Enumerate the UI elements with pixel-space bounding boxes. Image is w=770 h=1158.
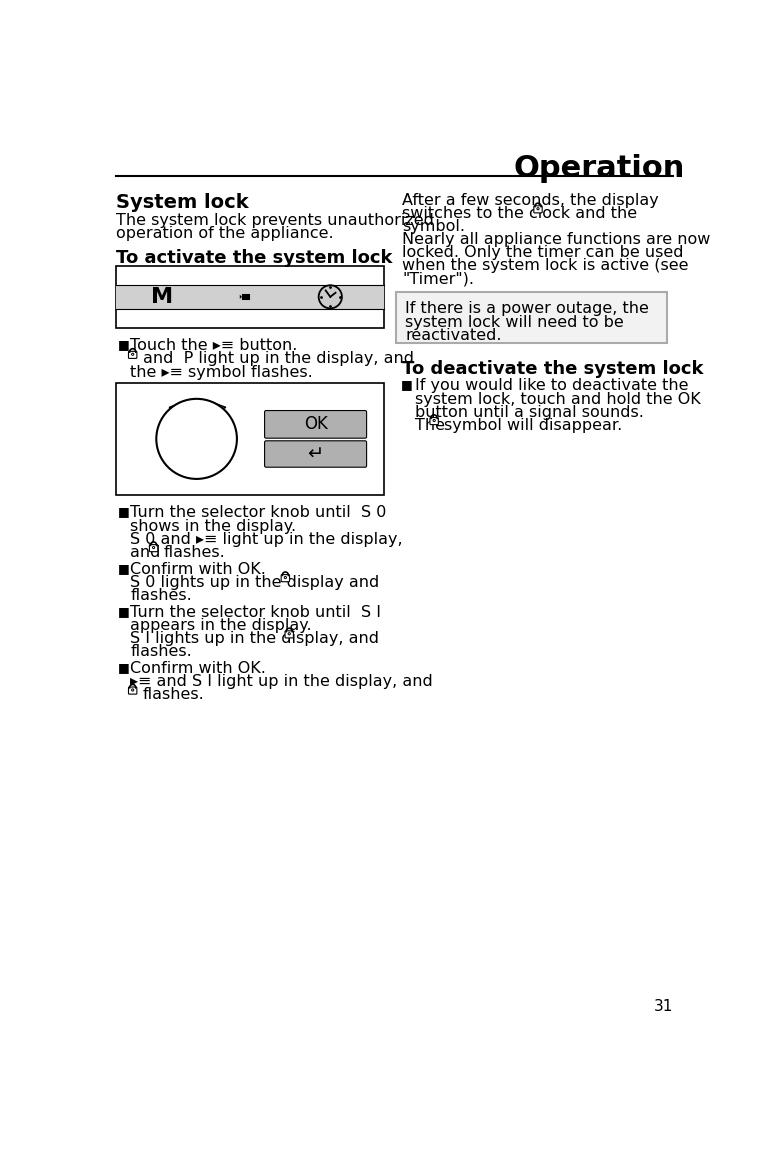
Text: reactivated.: reactivated. xyxy=(406,328,502,343)
Text: switches to the clock and the: switches to the clock and the xyxy=(403,206,643,221)
Text: S I lights up in the display, and: S I lights up in the display, and xyxy=(130,631,384,646)
Circle shape xyxy=(284,577,286,579)
Text: 31: 31 xyxy=(654,998,673,1013)
Text: appears in the display.: appears in the display. xyxy=(130,618,312,633)
FancyBboxPatch shape xyxy=(430,418,438,425)
FancyBboxPatch shape xyxy=(265,411,367,438)
Text: "Timer").: "Timer"). xyxy=(403,271,474,286)
Text: shows in the display.: shows in the display. xyxy=(130,519,296,534)
Text: ■: ■ xyxy=(118,604,129,618)
Text: System lock: System lock xyxy=(116,193,249,212)
Text: symbol will disappear.: symbol will disappear. xyxy=(444,418,622,433)
Text: The: The xyxy=(415,418,450,433)
Circle shape xyxy=(132,689,134,691)
Text: Nearly all appliance functions are now: Nearly all appliance functions are now xyxy=(403,232,711,247)
Text: flashes.: flashes. xyxy=(130,588,192,603)
Text: ■: ■ xyxy=(118,562,129,574)
Circle shape xyxy=(288,632,290,635)
Text: and  P light up in the display, and: and P light up in the display, and xyxy=(142,352,413,366)
Text: If there is a power outage, the: If there is a power outage, the xyxy=(406,301,649,316)
Text: Confirm with OK.: Confirm with OK. xyxy=(130,661,266,676)
Text: locked. Only the timer can be used: locked. Only the timer can be used xyxy=(403,245,684,261)
Text: >: > xyxy=(213,400,227,417)
Bar xyxy=(397,292,668,343)
Circle shape xyxy=(319,285,342,308)
Text: ■: ■ xyxy=(118,661,129,674)
Text: M: M xyxy=(151,287,173,307)
Circle shape xyxy=(433,419,435,422)
Bar xyxy=(116,285,383,308)
FancyBboxPatch shape xyxy=(129,687,137,694)
FancyBboxPatch shape xyxy=(129,351,137,359)
Text: Operation: Operation xyxy=(514,154,685,183)
FancyBboxPatch shape xyxy=(285,631,293,638)
Text: Turn the selector knob until  S 0: Turn the selector knob until S 0 xyxy=(130,506,387,520)
FancyBboxPatch shape xyxy=(534,206,542,213)
Text: ▸≡ and S I light up in the display, and: ▸≡ and S I light up in the display, and xyxy=(130,674,433,689)
Text: ■: ■ xyxy=(118,338,129,351)
Text: operation of the appliance.: operation of the appliance. xyxy=(116,226,334,241)
Bar xyxy=(116,383,383,494)
Polygon shape xyxy=(239,294,242,299)
Text: ↵: ↵ xyxy=(307,445,323,463)
FancyBboxPatch shape xyxy=(281,574,290,581)
Text: button until a signal sounds.: button until a signal sounds. xyxy=(415,404,644,419)
Text: flashes.: flashes. xyxy=(142,687,205,702)
FancyBboxPatch shape xyxy=(265,441,367,467)
Text: Confirm with OK.: Confirm with OK. xyxy=(130,562,266,577)
FancyBboxPatch shape xyxy=(149,544,158,551)
Text: flashes.: flashes. xyxy=(164,544,226,559)
Text: system lock, touch and hold the OK: system lock, touch and hold the OK xyxy=(415,391,701,406)
Text: symbol.: symbol. xyxy=(403,219,465,234)
Text: ■: ■ xyxy=(401,379,413,391)
Bar xyxy=(116,266,383,328)
Text: when the system lock is active (see: when the system lock is active (see xyxy=(403,258,689,273)
Circle shape xyxy=(537,207,539,210)
Text: To activate the system lock: To activate the system lock xyxy=(116,249,393,267)
Text: After a few seconds, the display: After a few seconds, the display xyxy=(403,193,659,207)
Text: Turn the selector knob until  S I: Turn the selector knob until S I xyxy=(130,604,381,620)
Text: and: and xyxy=(130,544,166,559)
Text: S 0 lights up in the display and: S 0 lights up in the display and xyxy=(130,574,385,589)
Circle shape xyxy=(156,398,237,479)
Text: ■: ■ xyxy=(118,506,129,519)
Text: Touch the ▸≡ button.: Touch the ▸≡ button. xyxy=(130,338,298,353)
Circle shape xyxy=(152,547,155,549)
Text: If you would like to deactivate the: If you would like to deactivate the xyxy=(415,379,688,394)
Text: OK: OK xyxy=(303,416,327,433)
Text: the ▸≡ symbol flashes.: the ▸≡ symbol flashes. xyxy=(130,365,313,380)
Text: flashes.: flashes. xyxy=(130,644,192,659)
Text: To deactivate the system lock: To deactivate the system lock xyxy=(403,360,704,378)
Text: system lock will need to be: system lock will need to be xyxy=(406,315,624,330)
Text: The system lock prevents unauthorized: The system lock prevents unauthorized xyxy=(116,213,434,228)
Text: <: < xyxy=(166,400,181,417)
Text: S 0 and ▸≡ light up in the display,: S 0 and ▸≡ light up in the display, xyxy=(130,532,403,547)
Circle shape xyxy=(132,353,134,356)
